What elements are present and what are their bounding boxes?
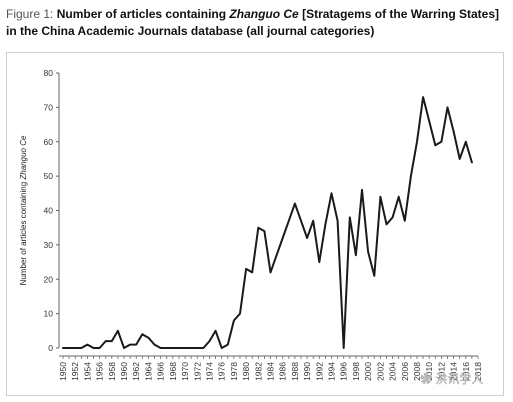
caption-title-part1: Number of articles containing (56, 7, 230, 21)
y-axis-label-text: Number of articles containing (19, 180, 28, 286)
x-tick-label: 1968 (168, 362, 178, 381)
x-tick-label: 1988 (290, 362, 300, 381)
y-tick-label: 20 (44, 274, 54, 284)
y-tick-label: 70 (44, 102, 54, 112)
figure-number: Figure 1: (6, 7, 57, 21)
x-tick-label: 1974 (204, 362, 214, 381)
x-tick-label: 1990 (302, 362, 312, 381)
x-tick-label: 2010 (424, 362, 434, 381)
caption-title-part2: [Stratagems of the Warring States] in th… (6, 7, 499, 38)
x-tick-label: 2006 (400, 362, 410, 381)
x-tick-label: 1978 (229, 362, 239, 381)
x-tick-label: 1960 (119, 362, 129, 381)
x-tick-label: 2008 (412, 362, 422, 381)
x-tick-label: 1982 (253, 362, 263, 381)
y-tick-label: 60 (44, 137, 54, 147)
x-tick-label: 2012 (436, 362, 446, 381)
x-tick-label: 1952 (70, 362, 80, 381)
x-tick-label: 2002 (375, 362, 385, 381)
x-tick-label: 1996 (339, 362, 349, 381)
x-tick-label: 1976 (217, 362, 227, 381)
series-line (62, 96, 473, 349)
y-tick-label: 80 (44, 68, 54, 78)
x-tick-label: 1994 (327, 362, 337, 381)
x-tick-label: 1958 (107, 362, 117, 381)
y-axis-label: Number of articles containing Zhanguo Ce (19, 135, 28, 285)
watermark: ✿ 洪讯学人 (420, 372, 484, 386)
x-tick-label: 1972 (192, 362, 202, 381)
x-tick-label: 1964 (143, 362, 153, 381)
x-tick-label: 1998 (351, 362, 361, 381)
x-tick-label: 2018 (473, 362, 483, 381)
chart-frame (6, 52, 504, 396)
x-tick-label: 2016 (461, 362, 471, 381)
x-tick-label: 1980 (241, 362, 251, 381)
x-tick-label: 1992 (314, 362, 324, 381)
y-tick-label: 40 (44, 206, 54, 216)
caption-title-italic: Zhanguo Ce (229, 7, 299, 21)
y-tick-label: 10 (44, 309, 54, 319)
y-tick-label: 30 (44, 240, 54, 250)
y-axis-label-italic: Zhanguo Ce (19, 135, 28, 181)
y-tick-label: 50 (44, 171, 54, 181)
x-tick-label: 1962 (131, 362, 141, 381)
x-tick-label: 2000 (363, 362, 373, 381)
figure-caption: Figure 1: Number of articles containing … (6, 6, 508, 40)
x-tick-label: 2014 (449, 362, 459, 381)
x-tick-label: 1966 (156, 362, 166, 381)
x-tick-label: 1970 (180, 362, 190, 381)
x-tick-label: 2004 (388, 362, 398, 381)
x-tick-label: 1950 (58, 362, 68, 381)
x-tick-label: 1986 (278, 362, 288, 381)
x-tick-label: 1956 (95, 362, 105, 381)
y-tick-label: 0 (48, 343, 53, 353)
x-tick-label: 1984 (266, 362, 276, 381)
x-tick-label: 1954 (82, 362, 92, 381)
